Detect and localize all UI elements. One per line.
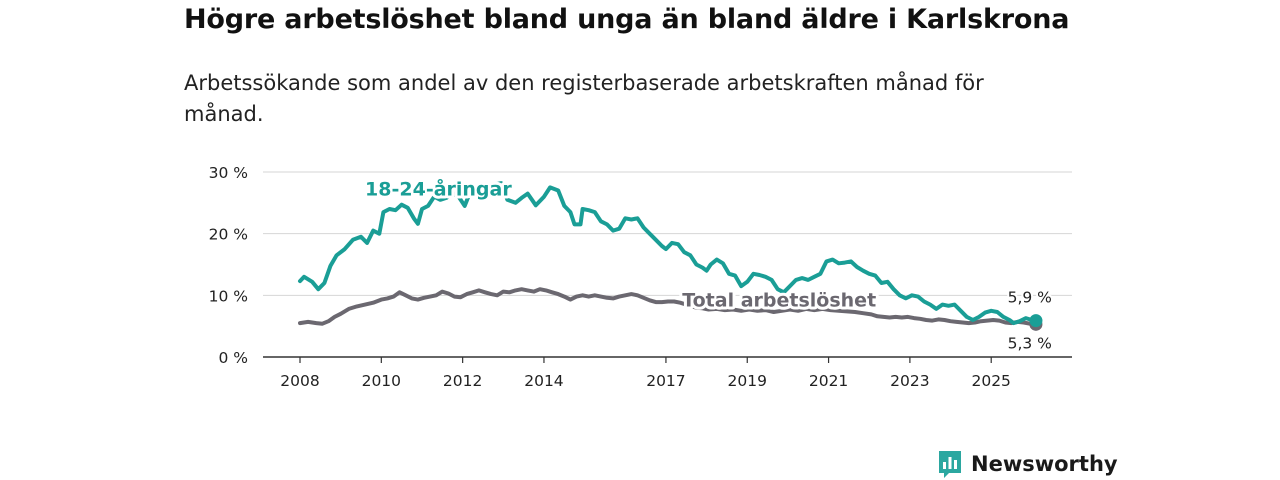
series-lines <box>298 181 1043 331</box>
end-value-label: 5,3 % <box>1008 334 1052 352</box>
series-label: 18-24-åringar <box>365 176 512 200</box>
end-value-label: 5,9 % <box>1008 289 1052 307</box>
x-tick-label: 2017 <box>646 372 685 390</box>
y-tick-label: 10 % <box>209 287 248 305</box>
x-tick-label: 2021 <box>809 372 848 390</box>
chart-title: Högre arbetslöshet bland unga än bland ä… <box>184 4 1070 35</box>
x-tick-label: 2025 <box>971 372 1010 390</box>
x-tick-label: 2012 <box>443 372 482 390</box>
x-tick-label: 2019 <box>728 372 767 390</box>
x-tick-label: 2014 <box>524 372 563 390</box>
chart-subtitle: Arbetssökande som andel av den registerb… <box>184 71 984 126</box>
newsworthy-brand[interactable]: Newsworthy <box>937 449 1118 479</box>
brand-name: Newsworthy <box>971 452 1118 476</box>
series-label: Total arbetslöshet <box>682 289 876 311</box>
x-tick-label: 2008 <box>280 372 319 390</box>
series-labels: 18-24-åringar Total arbetslöshet 5,9 % 5,3 … <box>362 173 1054 354</box>
series-line-total-arbetslöshet <box>298 287 1038 327</box>
y-tick-label: 20 % <box>209 226 248 244</box>
series-end-marker-18-24-åringar <box>1029 314 1043 328</box>
x-tick-label: 2023 <box>890 372 929 390</box>
x-tick-label: 2010 <box>362 372 401 390</box>
bar-chart-speech-icon <box>939 451 961 478</box>
y-tick-label: 0 % <box>218 349 248 367</box>
axes: 0 % 10 % 20 % 30 % 2008 2010 2012 2014 2017 2019 2… <box>209 164 1072 390</box>
y-tick-label: 30 % <box>209 164 248 182</box>
series-line-18-24-åringar <box>298 181 1038 326</box>
